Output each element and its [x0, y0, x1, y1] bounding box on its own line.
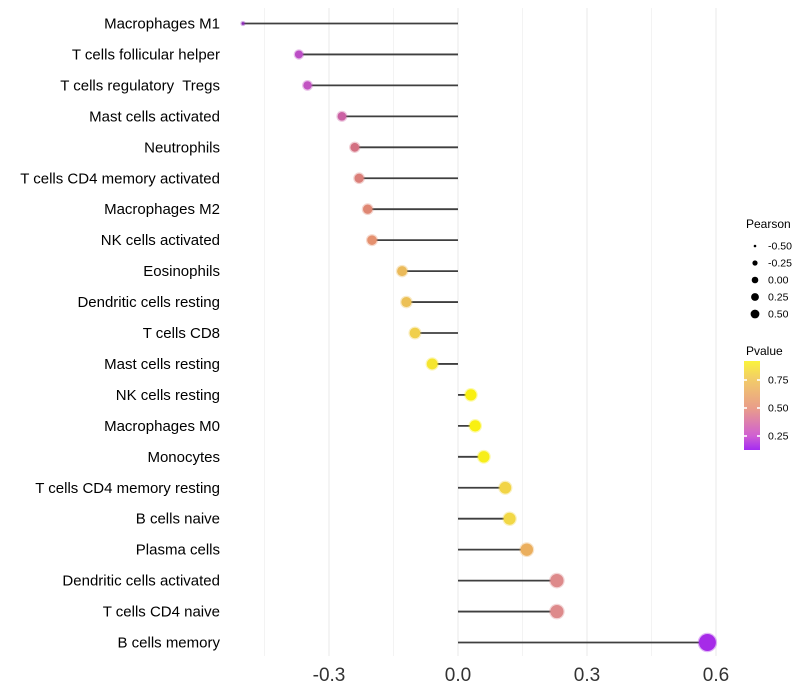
gradient-tick-left: [744, 407, 747, 409]
lollipop-dot: [464, 388, 478, 402]
size-legend-label: 0.25: [768, 292, 789, 304]
size-legend-title: Pearson: [746, 217, 791, 231]
size-legend-label: -0.50: [768, 241, 792, 253]
lollipop-dot: [336, 110, 348, 122]
x-axis-tick-label: -0.3: [313, 665, 346, 686]
lollipop-dot: [395, 264, 409, 278]
y-axis-category-label: B cells naive: [136, 511, 220, 528]
pvalue-gradient-bar: [744, 361, 760, 450]
lollipop-dot: [697, 632, 718, 653]
lollipop-dot: [476, 449, 491, 464]
y-axis-category-label: Neutrophils: [144, 139, 220, 156]
color-legend-tick-label: 0.50: [768, 403, 789, 415]
lollipop-dot: [349, 141, 361, 153]
y-axis-category-label: Mast cells resting: [104, 356, 220, 373]
y-axis-category-label: Monocytes: [147, 449, 220, 466]
lollipop-dot: [353, 172, 365, 185]
gradient-tick-left: [744, 435, 747, 437]
lollipop-dot: [549, 603, 565, 620]
y-axis-category-label: Macrophages M1: [104, 16, 220, 33]
lollipop-dot: [549, 572, 565, 589]
y-axis-category-label: Macrophages M2: [104, 201, 220, 218]
gradient-tick-left: [744, 379, 747, 381]
x-axis-tick-label: 0.3: [574, 665, 600, 686]
y-axis-category-label: T cells CD4 naive: [103, 604, 220, 621]
lollipop-dot: [502, 511, 517, 526]
size-legend-dot: [751, 293, 759, 301]
size-legend-dot: [753, 244, 757, 248]
lollipop-dot: [498, 480, 513, 495]
size-legend-dot: [751, 276, 759, 284]
y-axis-category-label: B cells memory: [117, 635, 220, 652]
lollipop-dot: [425, 357, 439, 371]
gradient-tick-right: [757, 435, 760, 437]
y-axis-category-label: T cells regulatory Tregs: [60, 77, 220, 94]
gradient-tick-right: [757, 379, 760, 381]
size-legend-label: 0.50: [768, 309, 789, 321]
size-legend-label: -0.25: [768, 258, 792, 270]
lollipop-dot: [408, 326, 422, 340]
y-axis-category-label: Eosinophils: [143, 263, 220, 280]
size-legend-label: 0.00: [768, 275, 789, 287]
lollipop-dot: [365, 234, 379, 247]
x-axis-tick-label: 0.6: [703, 665, 729, 686]
lollipop-dot: [293, 49, 305, 60]
lollipop-dot: [240, 20, 246, 27]
size-legend-dot: [750, 309, 760, 319]
lollipop-dot: [361, 203, 374, 216]
y-axis-category-label: NK cells activated: [101, 232, 220, 249]
x-axis-tick-label: 0.0: [445, 665, 471, 686]
lollipop-dot: [400, 295, 413, 309]
y-axis-category-label: NK cells resting: [116, 387, 220, 404]
lollipop-dot: [302, 79, 313, 91]
y-axis-category-label: T cells follicular helper: [72, 46, 220, 63]
y-axis-category-label: T cells CD8: [143, 325, 220, 342]
gradient-tick-right: [757, 407, 760, 409]
size-legend-dot: [752, 260, 758, 266]
color-legend-tick-label: 0.75: [768, 375, 789, 387]
y-axis-category-label: Macrophages M0: [104, 418, 220, 435]
y-axis-category-label: T cells CD4 memory resting: [35, 480, 220, 497]
lollipop-dot: [468, 419, 483, 433]
lollipop-dot: [519, 542, 535, 558]
color-legend-title: Pvalue: [746, 344, 783, 358]
y-axis-category-label: Mast cells activated: [89, 108, 220, 125]
y-axis-category-label: Dendritic cells resting: [77, 294, 220, 311]
y-axis-category-label: Dendritic cells activated: [62, 573, 220, 590]
color-legend-tick-label: 0.25: [768, 431, 789, 443]
y-axis-category-label: Plasma cells: [136, 542, 220, 559]
y-axis-category-label: T cells CD4 memory activated: [20, 170, 220, 187]
